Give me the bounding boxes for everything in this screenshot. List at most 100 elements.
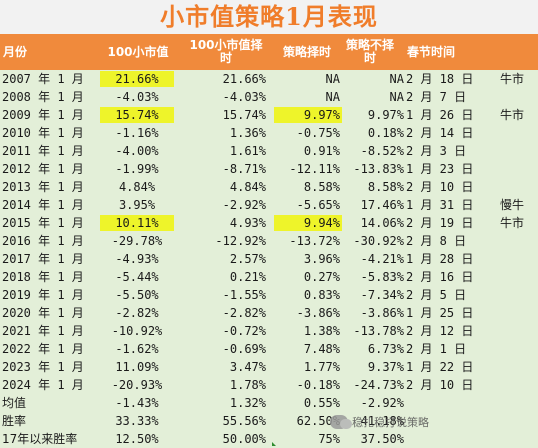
cell-month: 2008 年 1 月 <box>2 90 84 104</box>
header-small-cap: 100小市值 <box>107 44 169 59</box>
cell-month: 2013 年 1 月 <box>2 180 84 194</box>
cell-small-cap: -4.93% <box>115 252 159 266</box>
highlight-strategy-timing <box>274 215 342 231</box>
highlight-strategy-timing <box>274 107 342 123</box>
header-month: 月份 <box>3 44 28 59</box>
cell-month: 2020 年 1 月 <box>2 306 84 320</box>
cell-small-cap: -1.62% <box>115 342 159 356</box>
cell-month: 2010 年 1 月 <box>2 126 84 140</box>
table-row: 2014 年 1 月 3.95% -2.92% -5.65% 17.46% 1 月 31 … <box>0 196 538 214</box>
cell-market-note <box>500 250 536 268</box>
cell-small-cap-timing: -8.71% <box>222 162 266 176</box>
table-row: 2022 年 1 月 -1.62% -0.69% 7.48% 6.73% 2 月 1 日 <box>0 340 538 358</box>
cell-small-cap-timing: 1.36% <box>229 126 266 140</box>
cell-month: 2022 年 1 月 <box>2 342 84 356</box>
footer-label: 17年以来胜率 <box>2 432 78 446</box>
table-title: 小市值策略1月表现 <box>0 0 538 34</box>
cell-spring-festival: 1 月 23 日 <box>406 162 474 176</box>
cell-small-cap-timing: 2.57% <box>229 252 266 266</box>
cell-month: 2016 年 1 月 <box>2 234 84 248</box>
cell-market-note <box>500 340 536 358</box>
cell-small-cap-timing: 0.21% <box>229 270 266 284</box>
table-row: 2012 年 1 月 -1.99% -8.71% -12.11% -13.83% 1 月 … <box>0 160 538 178</box>
cell-month: 2019 年 1 月 <box>2 288 84 302</box>
cell-strategy-timing: 9.97% <box>303 108 340 122</box>
cell-spring-festival: 2 月 16 日 <box>406 270 474 284</box>
cell-strategy-timing: NA <box>325 90 340 104</box>
table-row: 2015 年 1 月 10.11% 4.93% 9.94% 14.06% 2 月 19 日… <box>0 214 538 232</box>
cell-spring-festival: 2 月 10 日 <box>406 378 474 392</box>
cell-small-cap: -5.50% <box>115 288 159 302</box>
cell-strategy-no-timing: 6.73% <box>367 342 404 356</box>
footer-small-cap-timing: 1.32% <box>229 396 266 410</box>
header-strategy-timing: 策略择时 <box>282 44 331 59</box>
cell-small-cap: -2.82% <box>115 306 159 320</box>
cell-strategy-timing: -13.72% <box>289 234 340 248</box>
footer-small-cap: -1.43% <box>115 396 159 410</box>
cell-market-note <box>500 268 536 286</box>
cell-small-cap-timing: -2.92% <box>222 198 266 212</box>
cell-month: 2024 年 1 月 <box>2 378 84 392</box>
cell-small-cap-timing: 3.47% <box>229 360 266 374</box>
cell-market-note <box>500 124 536 142</box>
cell-month: 2014 年 1 月 <box>2 198 84 212</box>
cell-strategy-no-timing: -3.86% <box>360 306 404 320</box>
table-row: 2008 年 1 月 -4.03% -4.03% NA NA 2 月 7 日 <box>0 88 538 106</box>
cell-small-cap-timing: 4.84% <box>229 180 266 194</box>
cell-strategy-no-timing: 8.58% <box>367 180 404 194</box>
footer-strategy-timing: 0.55% <box>303 396 340 410</box>
cell-strategy-timing: 8.58% <box>303 180 340 194</box>
cell-market-note <box>500 232 536 250</box>
table-row: 2021 年 1 月 -10.92% -0.72% 1.38% -13.78% 2 月 1… <box>0 322 538 340</box>
cell-spring-festival: 2 月 10 日 <box>406 180 474 194</box>
table-header: 月份 100小市值 100小市值择时 策略择时 策略不择时 春节时间 <box>0 34 538 70</box>
cell-strategy-timing: NA <box>325 72 340 86</box>
table-row: 2016 年 1 月 -29.78% -12.92% -13.72% -30.92% 2 … <box>0 232 538 250</box>
table-row: 2010 年 1 月 -1.16% 1.36% -0.75% 0.18% 2 月 14 日 <box>0 124 538 142</box>
cell-spring-festival: 2 月 7 日 <box>406 90 467 104</box>
cell-strategy-no-timing: -5.83% <box>360 270 404 284</box>
cell-strategy-timing: -12.11% <box>289 162 340 176</box>
cell-month: 2007 年 1 月 <box>2 72 84 86</box>
cell-small-cap-timing: -2.82% <box>222 306 266 320</box>
cell-market-note: 牛市 <box>500 108 525 122</box>
cell-month: 2011 年 1 月 <box>2 144 84 158</box>
cell-strategy-no-timing: -4.21% <box>360 252 404 266</box>
highlight-small-cap <box>100 71 174 87</box>
cell-strategy-no-timing: NA <box>389 90 404 104</box>
cell-small-cap-timing: -4.03% <box>222 90 266 104</box>
table-footer-row: 17年以来胜率 12.50% 50.00% 75% 37.50% <box>0 430 538 448</box>
cell-market-note <box>500 286 536 304</box>
wechat-icon <box>330 415 352 429</box>
cell-month: 2021 年 1 月 <box>2 324 84 338</box>
cell-spring-festival: 2 月 14 日 <box>406 126 474 140</box>
cell-month: 2023 年 1 月 <box>2 360 84 374</box>
table-row: 2013 年 1 月 4.84% 4.84% 8.58% 8.58% 2 月 10 日 <box>0 178 538 196</box>
table-row: 2011 年 1 月 -4.00% 1.61% 0.91% -8.52% 2 月 3 日 <box>0 142 538 160</box>
cell-strategy-timing: -0.75% <box>296 126 340 140</box>
cell-small-cap: -29.78% <box>111 234 163 248</box>
table-row: 2007 年 1 月 21.66% 21.66% NA NA 2 月 18 日牛市 <box>0 70 538 88</box>
footer-small-cap: 12.50% <box>115 432 159 446</box>
cell-market-note <box>500 322 536 340</box>
cell-strategy-no-timing: 0.18% <box>367 126 404 140</box>
cell-spring-festival: 1 月 26 日 <box>406 108 474 122</box>
cell-strategy-no-timing: NA <box>389 72 404 86</box>
cell-strategy-no-timing: -13.83% <box>353 162 404 176</box>
cell-small-cap-timing: -12.92% <box>215 234 266 248</box>
cell-market-note <box>500 304 536 322</box>
cell-strategy-no-timing: -24.73% <box>353 378 404 392</box>
footer-strategy-no-timing: 37.50% <box>360 432 404 446</box>
footer-label: 胜率 <box>2 414 27 428</box>
cell-strategy-no-timing: 9.97% <box>367 108 404 122</box>
cell-spring-festival: 2 月 19 日 <box>406 216 474 230</box>
watermark: 稳扎稳打说策略 <box>330 412 429 432</box>
cell-strategy-timing: 0.27% <box>303 270 340 284</box>
cell-strategy-no-timing: -8.52% <box>360 144 404 158</box>
highlight-small-cap <box>100 215 174 231</box>
cell-month: 2012 年 1 月 <box>2 162 84 176</box>
cell-spring-festival: 1 月 28 日 <box>406 252 474 266</box>
cell-strategy-timing: -3.86% <box>296 306 340 320</box>
highlight-small-cap <box>100 107 174 123</box>
cell-small-cap: 21.66% <box>115 72 159 86</box>
